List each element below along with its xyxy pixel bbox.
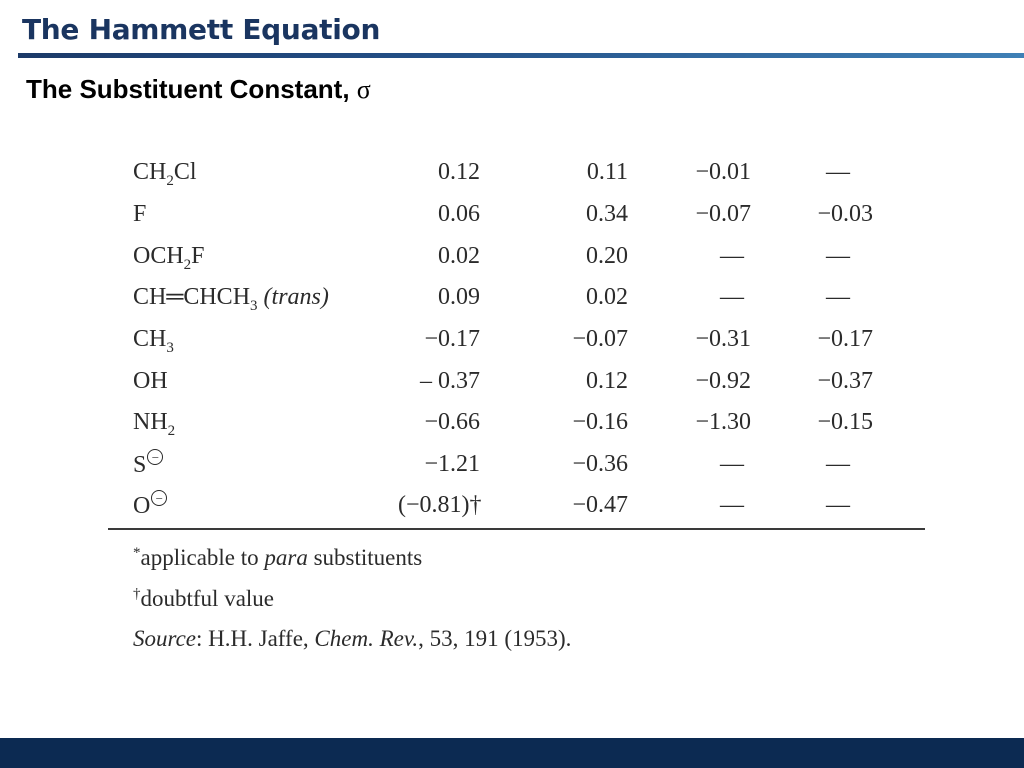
table-row: CH═CHCH3 (trans) 0.09 0.02 — — [0, 282, 1024, 322]
footnote-source: Source: H.H. Jaffe, Chem. Rev., 53, 191 … [133, 626, 572, 651]
sigma-value: (−0.81)† [398, 492, 482, 518]
table-row: O − (−0.81)† −0.47 — — [0, 490, 1024, 530]
sigma-value: — [720, 284, 744, 310]
sigma-value: −0.36 [572, 451, 628, 477]
sigma-value: −0.17 [424, 326, 480, 352]
sigma-value: 0.12 [586, 368, 628, 394]
sigma-value: 0.12 [438, 159, 480, 185]
table-row: F 0.06 0.34 −0.07 −0.03 [0, 199, 1024, 239]
substituent-name: CH2Cl [133, 159, 197, 189]
sigma-value: −0.01 [695, 159, 751, 185]
title-divider [18, 53, 1024, 58]
sigma-value: 0.11 [586, 159, 628, 185]
negative-charge-icon: − [151, 490, 168, 506]
sigma-value: −0.66 [424, 409, 480, 435]
sigma-value: −0.37 [817, 368, 873, 394]
sigma-value: −0.07 [572, 326, 628, 352]
footer-bar [0, 738, 1024, 768]
sigma-value: −0.17 [817, 326, 873, 352]
sigma-value: 0.02 [438, 243, 480, 269]
sigma-value: – 0.37 [420, 368, 480, 394]
sigma-value: — [720, 243, 744, 269]
negative-charge-icon: − [147, 449, 164, 465]
sigma-value: −0.07 [695, 201, 751, 227]
sigma-value: 0.06 [438, 201, 480, 227]
subtitle-text: The Substituent Constant, [26, 74, 350, 104]
sigma-value: — [826, 159, 850, 185]
sigma-value: −0.31 [695, 326, 751, 352]
sigma-value: 0.34 [586, 201, 628, 227]
sigma-value: −1.21 [424, 451, 480, 477]
table-bottom-rule [108, 528, 925, 530]
table-row: OCH2F 0.02 0.20 — — [0, 241, 1024, 281]
substituent-name: OH [133, 368, 168, 394]
substituent-name: OCH2F [133, 243, 205, 273]
substituent-name: CH3 [133, 326, 174, 356]
sigma-value: −1.30 [695, 409, 751, 435]
substituent-name: O − [133, 490, 168, 521]
table-row: S − −1.21 −0.36 — — [0, 449, 1024, 489]
sigma-value: −0.16 [572, 409, 628, 435]
sigma-value: 0.02 [586, 284, 628, 310]
slide-title: The Hammett Equation [22, 13, 381, 46]
sigma-value: — [826, 284, 850, 310]
sigma-value: 0.09 [438, 284, 480, 310]
sigma-value: −0.03 [817, 201, 873, 227]
sigma-value: — [720, 451, 744, 477]
table-row: CH3 −0.17 −0.07 −0.31 −0.17 [0, 324, 1024, 364]
table-row: NH2 −0.66 −0.16 −1.30 −0.15 [0, 407, 1024, 447]
sigma-value: 0.20 [586, 243, 628, 269]
sigma-value: — [826, 451, 850, 477]
substituent-name: F [133, 201, 147, 227]
slide-subtitle: The Substituent Constant, σ [26, 74, 371, 105]
substituent-name: S − [133, 449, 164, 480]
table-row: OH – 0.37 0.12 −0.92 −0.37 [0, 366, 1024, 406]
footnote-doubtful: †doubtful value [133, 586, 274, 611]
sigma-value: — [720, 492, 744, 518]
table-row: CH2Cl 0.12 0.11 −0.01 — [0, 157, 1024, 197]
sigma-value: −0.92 [695, 368, 751, 394]
sigma-value: −0.15 [817, 409, 873, 435]
sigma-value: — [826, 243, 850, 269]
sigma-value: — [826, 492, 850, 518]
substituent-name: NH2 [133, 409, 176, 439]
sigma-value: −0.47 [572, 492, 628, 518]
substituent-name: CH═CHCH3 (trans) [133, 284, 329, 314]
sigma-symbol: σ [356, 75, 371, 104]
footnote-para: *applicable to para substituents [133, 545, 423, 570]
